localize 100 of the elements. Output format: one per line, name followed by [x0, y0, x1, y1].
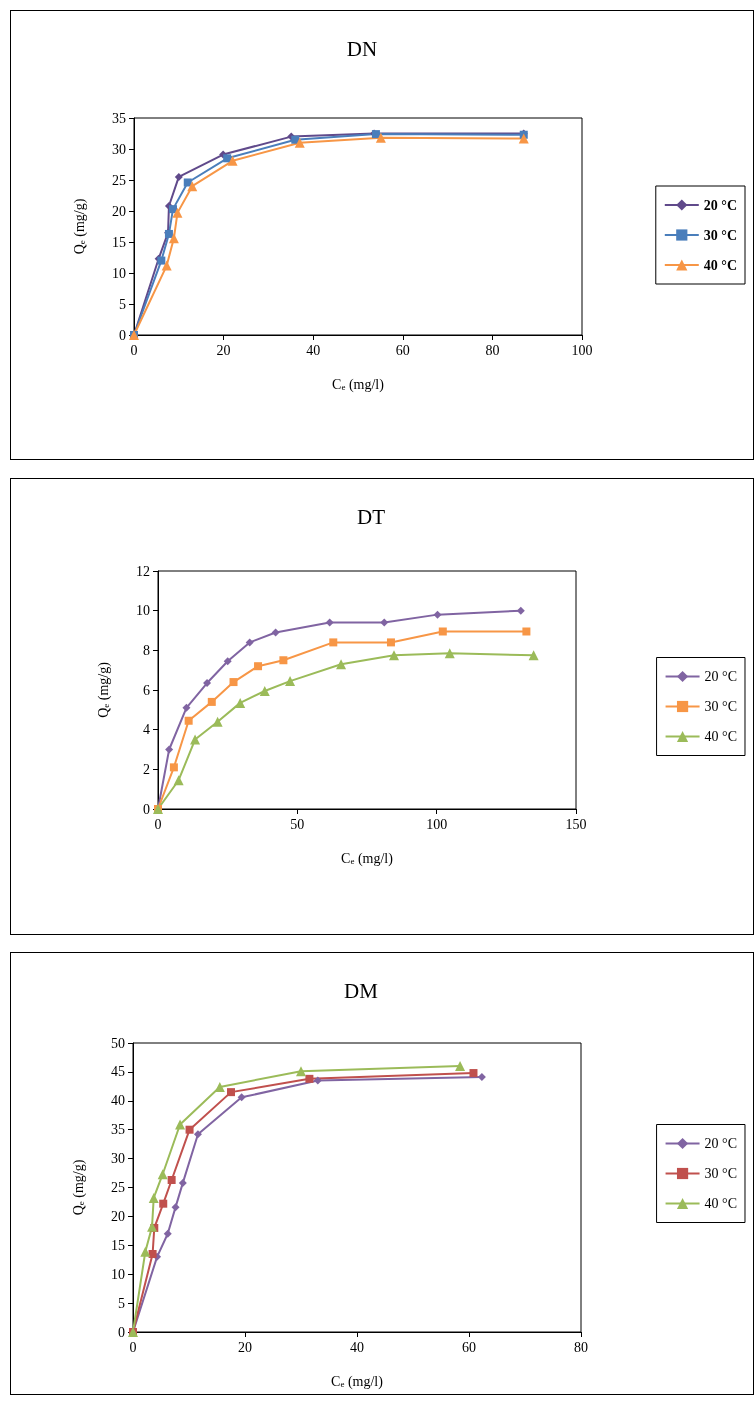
point: [140, 1246, 151, 1257]
y-tick-label: 15: [112, 234, 126, 250]
x-axis-title: Ce (mg/l): [331, 1373, 384, 1390]
point: [183, 178, 192, 187]
chart-title: DN: [346, 36, 378, 61]
point: [389, 650, 400, 661]
point: [296, 1066, 306, 1077]
x-tick-label: 100: [426, 816, 448, 832]
point: [185, 1125, 194, 1134]
legend-label: 30 °C: [703, 227, 738, 243]
y-tick-label: 0: [118, 1324, 125, 1340]
y-tick-label: 10: [111, 1266, 125, 1282]
point: [325, 618, 334, 627]
x-tick-label: 60: [395, 342, 410, 358]
legend-label: 30 °C: [704, 1166, 737, 1181]
point: [305, 1074, 314, 1083]
y-tick-label: 4: [143, 722, 150, 738]
y-tick-label: 35: [112, 110, 126, 126]
x-tick-label: 40: [350, 1339, 364, 1355]
x-tick-label: 20: [216, 342, 231, 358]
point: [171, 1203, 180, 1212]
y-tick-label: 6: [143, 682, 150, 698]
point: [386, 638, 395, 647]
point: [223, 154, 232, 163]
point: [294, 137, 305, 148]
point: [168, 205, 177, 214]
point: [223, 657, 232, 666]
y-tick-label: 20: [112, 203, 126, 219]
y-tick-label: 10: [112, 265, 126, 281]
point: [380, 618, 389, 627]
y-tick-label: 30: [111, 1151, 125, 1167]
point: [455, 1061, 466, 1072]
y-tick-label: 0: [143, 801, 150, 817]
y-tick-label: 25: [111, 1180, 125, 1195]
point: [444, 648, 455, 659]
point: [207, 697, 216, 706]
y-tick-label: 8: [143, 642, 150, 658]
point: [237, 1093, 246, 1102]
point: [167, 1175, 176, 1184]
point: [245, 638, 254, 647]
x-tick-label: 100: [571, 342, 593, 358]
point: [187, 181, 198, 192]
point: [161, 260, 172, 271]
point: [375, 132, 386, 143]
point: [469, 1069, 478, 1078]
point: [438, 627, 447, 636]
point: [227, 1088, 235, 1097]
point: [259, 685, 270, 696]
point: [285, 676, 296, 687]
x-tick-label: 60: [462, 1339, 476, 1355]
legend-label: 30 °C: [704, 699, 737, 714]
point: [235, 697, 246, 708]
y-tick-label: 50: [111, 1035, 125, 1051]
point: [313, 1076, 322, 1085]
point: [163, 1229, 172, 1238]
point: [175, 1119, 186, 1130]
x-tick-label: 80: [485, 342, 500, 358]
y-tick-label: 0: [119, 327, 126, 343]
x-tick-label: 20: [238, 1339, 252, 1355]
point: [148, 1192, 159, 1203]
point: [279, 656, 288, 665]
x-axis-title: Ce (mg/l): [332, 376, 385, 393]
x-tick-label: 40: [306, 342, 321, 358]
legend-label: 20 °C: [704, 1136, 737, 1151]
legend-label: 40 °C: [703, 257, 738, 273]
x-tick-label: 0: [154, 816, 162, 832]
point: [433, 610, 442, 619]
point: [516, 606, 525, 615]
point: [190, 734, 201, 745]
point: [168, 233, 179, 244]
point: [203, 679, 212, 688]
point: [518, 133, 529, 144]
point: [193, 1130, 202, 1139]
y-tick-label: 35: [111, 1122, 125, 1138]
y-tick-label: 20: [111, 1208, 125, 1224]
x-tick-label: 150: [565, 816, 587, 832]
y-tick-label: 45: [111, 1064, 125, 1080]
x-tick-label: 80: [574, 1339, 588, 1355]
y-tick-label: 2: [143, 761, 150, 777]
chart-title: DT: [357, 504, 386, 529]
x-tick-label: 50: [290, 816, 305, 832]
legend-label: 20 °C: [704, 669, 737, 684]
point: [184, 716, 193, 725]
x-axis-title: Ce (mg/l): [341, 850, 394, 867]
point: [271, 628, 280, 637]
point: [291, 135, 300, 144]
y-tick-label: 40: [111, 1093, 125, 1109]
y-tick-label: 5: [119, 296, 126, 312]
y-tick-label: 15: [111, 1237, 125, 1253]
y-tick-label: 30: [112, 141, 126, 157]
point: [157, 1169, 168, 1180]
point: [229, 678, 238, 687]
y-tick-label: 5: [118, 1295, 125, 1311]
point: [159, 1199, 168, 1208]
point: [227, 155, 238, 166]
point: [172, 207, 183, 218]
point: [336, 659, 347, 670]
point: [182, 703, 191, 712]
point: [254, 662, 263, 671]
point: [528, 650, 539, 661]
